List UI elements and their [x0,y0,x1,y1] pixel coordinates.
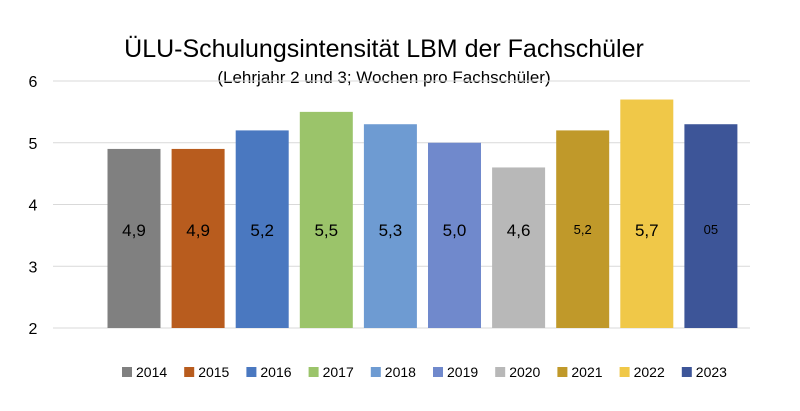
legend-label-2023: 2023 [696,364,727,380]
y-tick-label: 5 [29,136,38,153]
data-labels: 4,9 4,9 5,2 5,5 5,3 5,0 4,6 5,2 5,7 05 [122,221,718,240]
data-label-2019: 5,0 [443,221,467,240]
legend-label-2015: 2015 [198,364,229,380]
y-axis: 2 3 4 5 6 [29,74,38,338]
legend-swatch-2020 [495,367,506,377]
legend-label-2019: 2019 [447,364,478,380]
bar-2020 [492,167,546,328]
data-label-2017: 5,5 [314,221,338,240]
bar-2018 [363,124,417,328]
legend-swatch-2017 [308,367,319,377]
legend-label-2018: 2018 [385,364,416,380]
chart-subtitle: (Lehrjahr 2 und 3; Wochen pro Fachschüle… [217,68,550,87]
bar-2022 [620,99,674,329]
legend-label-2016: 2016 [260,364,291,380]
legend-swatch-2023 [681,367,692,377]
bar-2019 [428,142,481,328]
bar-2021 [556,130,610,328]
bar-2016 [235,130,289,328]
bar-2017 [299,111,353,328]
bar-2023 [684,124,738,328]
legend-swatch-2019 [433,367,443,377]
chart-title: ÜLU-Schulungsintensität LBM der Fachschü… [124,35,644,63]
legend-label-2020: 2020 [509,364,540,380]
legend-swatch-2016 [246,367,257,377]
data-label-2015: 4,9 [186,221,210,240]
legend-label-2022: 2022 [634,364,665,380]
bar-2014 [107,148,161,328]
y-tick-label: 4 [29,198,38,215]
data-label-2022: 5,7 [635,221,659,240]
data-label-2020: 4,6 [507,221,531,240]
data-label-2023: 05 [704,222,718,237]
legend-swatch-2022 [619,367,630,377]
y-tick-label: 3 [29,259,38,276]
legend-label-2017: 2017 [323,364,354,380]
legend-label-2021: 2021 [571,364,602,380]
data-label-2014: 4,9 [122,221,146,240]
bars [107,99,738,329]
legend-swatch-2015 [184,367,195,377]
data-label-2016: 5,2 [250,221,274,240]
legend-swatch-2021 [557,367,568,377]
legend-label-2014: 2014 [136,364,167,380]
y-tick-label: 6 [29,74,38,91]
data-label-2018: 5,3 [379,221,403,240]
data-label-2021: 5,2 [574,222,592,237]
legend: 2014 2015 2016 2017 2018 2019 2020 2021 2022 2023 [122,364,727,380]
bar-2015 [171,148,225,328]
legend-swatch-2014 [122,367,132,377]
legend-swatch-2018 [370,367,381,377]
y-tick-label: 2 [29,321,38,338]
